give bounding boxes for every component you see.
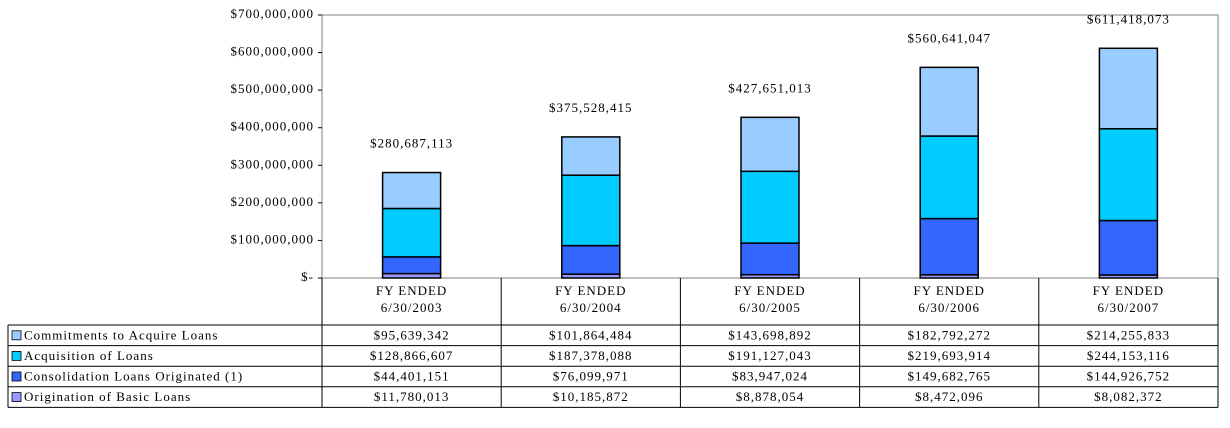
table-value: $149,682,765: [907, 368, 991, 383]
bar-segment: [561, 174, 621, 247]
table-value: $10,185,872: [553, 389, 629, 404]
x-category: FY ENDED 6/30/2006: [913, 283, 985, 315]
table-value: $144,926,752: [1087, 368, 1171, 383]
legend-label: Acquisition of Loans: [24, 348, 154, 363]
total-label: $560,641,047: [907, 30, 991, 45]
table-value: $83,947,024: [732, 368, 808, 383]
legend-label: Origination of Basic Loans: [24, 389, 191, 404]
bar-segment: [1098, 128, 1159, 222]
table-value: $244,153,116: [1087, 348, 1170, 363]
legend-swatch: [11, 392, 22, 403]
table-value: $95,639,342: [374, 327, 450, 342]
bar-segment: [740, 242, 800, 276]
bar-segment: [381, 207, 442, 258]
y-tick-label: $-: [301, 269, 314, 284]
total-label: $427,651,013: [728, 80, 812, 95]
legend-label: Consolidation Loans Originated (1): [24, 368, 243, 383]
table-value: $8,082,372: [1094, 389, 1163, 404]
table-value: $44,401,151: [374, 368, 450, 383]
total-label: $375,528,415: [549, 100, 633, 115]
y-tick-label: $500,000,000: [231, 81, 315, 96]
table-value: $101,864,484: [549, 327, 633, 342]
x-tick-label: FY ENDED 6/30/2006: [913, 283, 985, 315]
bar-segment: [561, 136, 621, 176]
table-value: $8,472,096: [915, 389, 984, 404]
table-value: $191,127,043: [728, 348, 812, 363]
table-value: $8,878,054: [736, 389, 805, 404]
x-category: FY ENDED 6/30/2004: [555, 283, 627, 315]
x-tick-label: FY ENDED 6/30/2005: [734, 283, 806, 315]
x-tick-label: FY ENDED 6/30/2003: [375, 283, 448, 315]
x-tick-label: FY ENDED 6/30/2007: [1092, 283, 1165, 315]
x-category: FY ENDED 6/30/2003: [375, 283, 448, 315]
table-value: $182,792,272: [907, 327, 991, 342]
y-tick-label: $600,000,000: [231, 44, 315, 59]
bar-segment: [740, 170, 800, 244]
bar-segment: [381, 171, 442, 210]
x-category: FY ENDED 6/30/2007: [1092, 283, 1165, 315]
total-label: $611,418,073: [1087, 11, 1170, 26]
y-tick-label: $300,000,000: [231, 156, 315, 171]
bar-segment: [919, 66, 979, 137]
bar-segment: [919, 217, 979, 276]
x-tick-label: FY ENDED 6/30/2004: [555, 283, 627, 315]
table-value: $128,866,607: [370, 348, 454, 363]
y-tick-label: $200,000,000: [231, 194, 315, 209]
y-tick-label: $100,000,000: [231, 231, 315, 246]
legend-swatch: [11, 330, 22, 341]
total-label: $280,687,113: [370, 136, 453, 151]
table-value: $11,780,013: [374, 389, 450, 404]
bar-segment: [740, 116, 800, 173]
table-value: $76,099,971: [553, 368, 629, 383]
table-value: $214,255,833: [1087, 327, 1171, 342]
table-value: $187,378,088: [549, 348, 633, 363]
bar-segment: [1098, 219, 1159, 276]
bar-segment: [919, 135, 979, 220]
y-tick-label: $700,000,000: [231, 6, 315, 21]
y-tick-label: $400,000,000: [231, 119, 315, 134]
table-value: $219,693,914: [907, 348, 991, 363]
bar-segment: [381, 256, 442, 275]
legend-swatch: [11, 371, 22, 382]
table-value: $143,698,892: [728, 327, 812, 342]
x-category: FY ENDED 6/30/2005: [734, 283, 806, 315]
legend-label: Commitments to Acquire Loans: [24, 327, 218, 342]
legend-swatch: [11, 350, 22, 361]
bar-segment: [1098, 47, 1159, 130]
bar-segment: [561, 244, 621, 275]
